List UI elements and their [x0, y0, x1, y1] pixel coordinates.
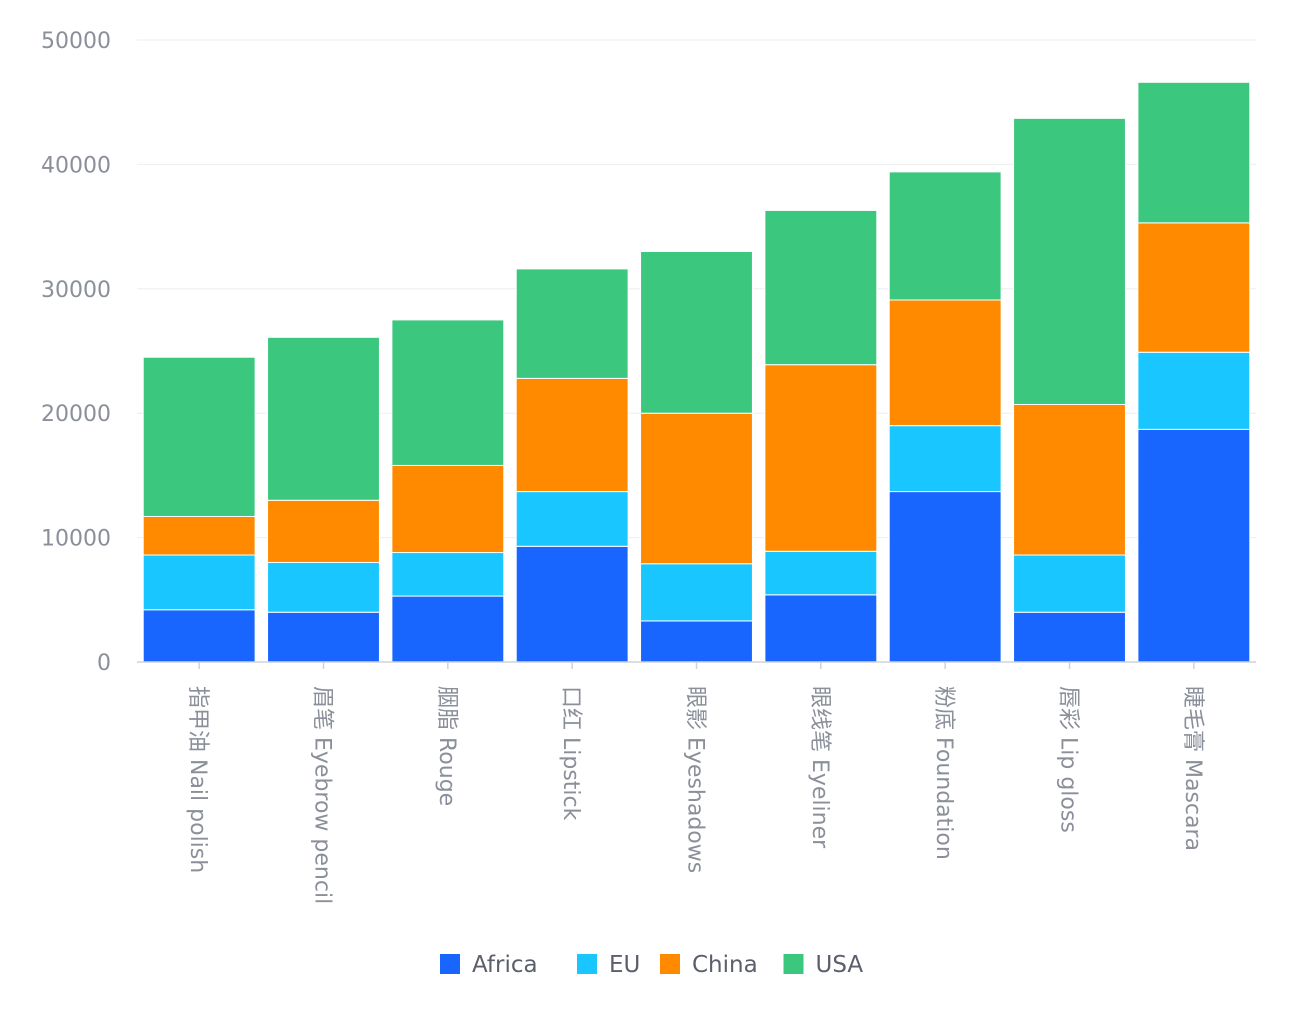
y-tick-label: 40000 — [41, 153, 111, 178]
bar-stack[interactable] — [391, 319, 505, 663]
x-tick-label: 眉笔 Eyebrow pencil — [310, 686, 335, 904]
legend-item-usa[interactable]: USA — [783, 952, 864, 978]
x-tick-label: 眼线笔 Eyeliner — [807, 686, 832, 849]
y-axis: 0 10000 20000 30000 40000 50000 — [41, 29, 111, 676]
legend-item-china[interactable]: China — [660, 952, 758, 978]
bar-segment-africa[interactable] — [142, 609, 256, 663]
bar-segment-eu[interactable] — [1137, 351, 1251, 430]
bar-segment-eu[interactable] — [764, 550, 878, 596]
bar-segment-china[interactable] — [1137, 222, 1251, 353]
x-tick-label: 唇彩 Lip gloss — [1056, 686, 1081, 833]
x-tick-label: 眼影 Eyeshadows — [683, 686, 708, 873]
bar-segment-usa[interactable] — [1013, 117, 1126, 405]
bar-stack[interactable] — [1137, 81, 1251, 663]
bar-segment-eu[interactable] — [515, 491, 629, 547]
bar-segment-africa[interactable] — [391, 595, 505, 663]
bar-segment-china[interactable] — [888, 299, 1002, 427]
legend-item-africa[interactable]: Africa — [440, 952, 538, 978]
bar-segment-china[interactable] — [267, 499, 380, 563]
legend[interactable]: Africa EU China USA — [440, 952, 863, 978]
bar-segment-eu[interactable] — [142, 554, 256, 611]
bar-segment-africa[interactable] — [764, 594, 878, 663]
bar-segment-china[interactable] — [1013, 403, 1126, 556]
bar-segment-eu[interactable] — [391, 552, 505, 597]
legend-label: USA — [816, 952, 864, 978]
legend-swatch — [440, 954, 460, 974]
legend-label: EU — [609, 952, 640, 978]
bar-segment-usa[interactable] — [515, 268, 629, 379]
x-tick-label: 胭脂 Rouge — [434, 686, 459, 806]
bar-segment-china[interactable] — [142, 515, 256, 556]
bar-stack[interactable] — [142, 356, 256, 663]
bar-segment-usa[interactable] — [888, 171, 1002, 301]
bar-segment-eu[interactable] — [640, 563, 753, 622]
bars — [142, 81, 1251, 663]
bar-segment-africa[interactable] — [1137, 428, 1251, 663]
bar-stack[interactable] — [764, 209, 878, 663]
legend-swatch — [783, 954, 804, 974]
legend-swatch — [660, 954, 680, 974]
legend-label: China — [692, 952, 758, 978]
bar-stack[interactable] — [888, 171, 1002, 663]
legend-label: Africa — [472, 952, 538, 978]
bar-segment-africa[interactable] — [640, 620, 753, 663]
bar-segment-china[interactable] — [764, 364, 878, 552]
bar-segment-china[interactable] — [640, 412, 753, 565]
bar-segment-usa[interactable] — [640, 250, 753, 414]
bar-segment-eu[interactable] — [267, 561, 380, 613]
bar-segment-usa[interactable] — [391, 319, 505, 466]
bar-segment-china[interactable] — [391, 464, 505, 554]
bar-segment-usa[interactable] — [1137, 81, 1251, 224]
y-tick-label: 50000 — [41, 29, 111, 54]
bar-segment-eu[interactable] — [888, 425, 1002, 493]
bar-stack[interactable] — [267, 336, 380, 663]
bar-segment-africa[interactable] — [1013, 611, 1126, 663]
bar-stack[interactable] — [1013, 117, 1126, 663]
x-tick-label: 口红 Lipstick — [558, 686, 583, 821]
y-tick-label: 20000 — [41, 402, 111, 427]
y-tick-label: 0 — [97, 651, 111, 676]
bar-segment-eu[interactable] — [1013, 554, 1126, 613]
bar-segment-china[interactable] — [515, 377, 629, 493]
y-tick-label: 10000 — [41, 527, 111, 552]
x-tick-label: 指甲油 Nail polish — [185, 686, 210, 873]
bar-segment-usa[interactable] — [142, 356, 256, 517]
bar-segment-africa[interactable] — [267, 611, 380, 663]
legend-swatch — [577, 954, 597, 974]
bar-stack[interactable] — [640, 250, 753, 663]
x-tick-label: 睫毛膏 Mascara — [1180, 686, 1205, 851]
bar-segment-africa[interactable] — [888, 491, 1002, 663]
y-tick-label: 30000 — [41, 278, 111, 303]
x-axis: 指甲油 Nail polish 眉笔 Eyebrow pencil 胭脂 Rouge… — [137, 661, 1256, 904]
x-tick-label: 粉底 Foundation — [931, 686, 956, 860]
bar-segment-usa[interactable] — [764, 209, 878, 366]
bar-stack[interactable] — [515, 268, 629, 663]
bar-segment-usa[interactable] — [267, 336, 380, 501]
legend-item-eu[interactable]: EU — [577, 952, 640, 978]
bar-segment-africa[interactable] — [515, 545, 629, 663]
